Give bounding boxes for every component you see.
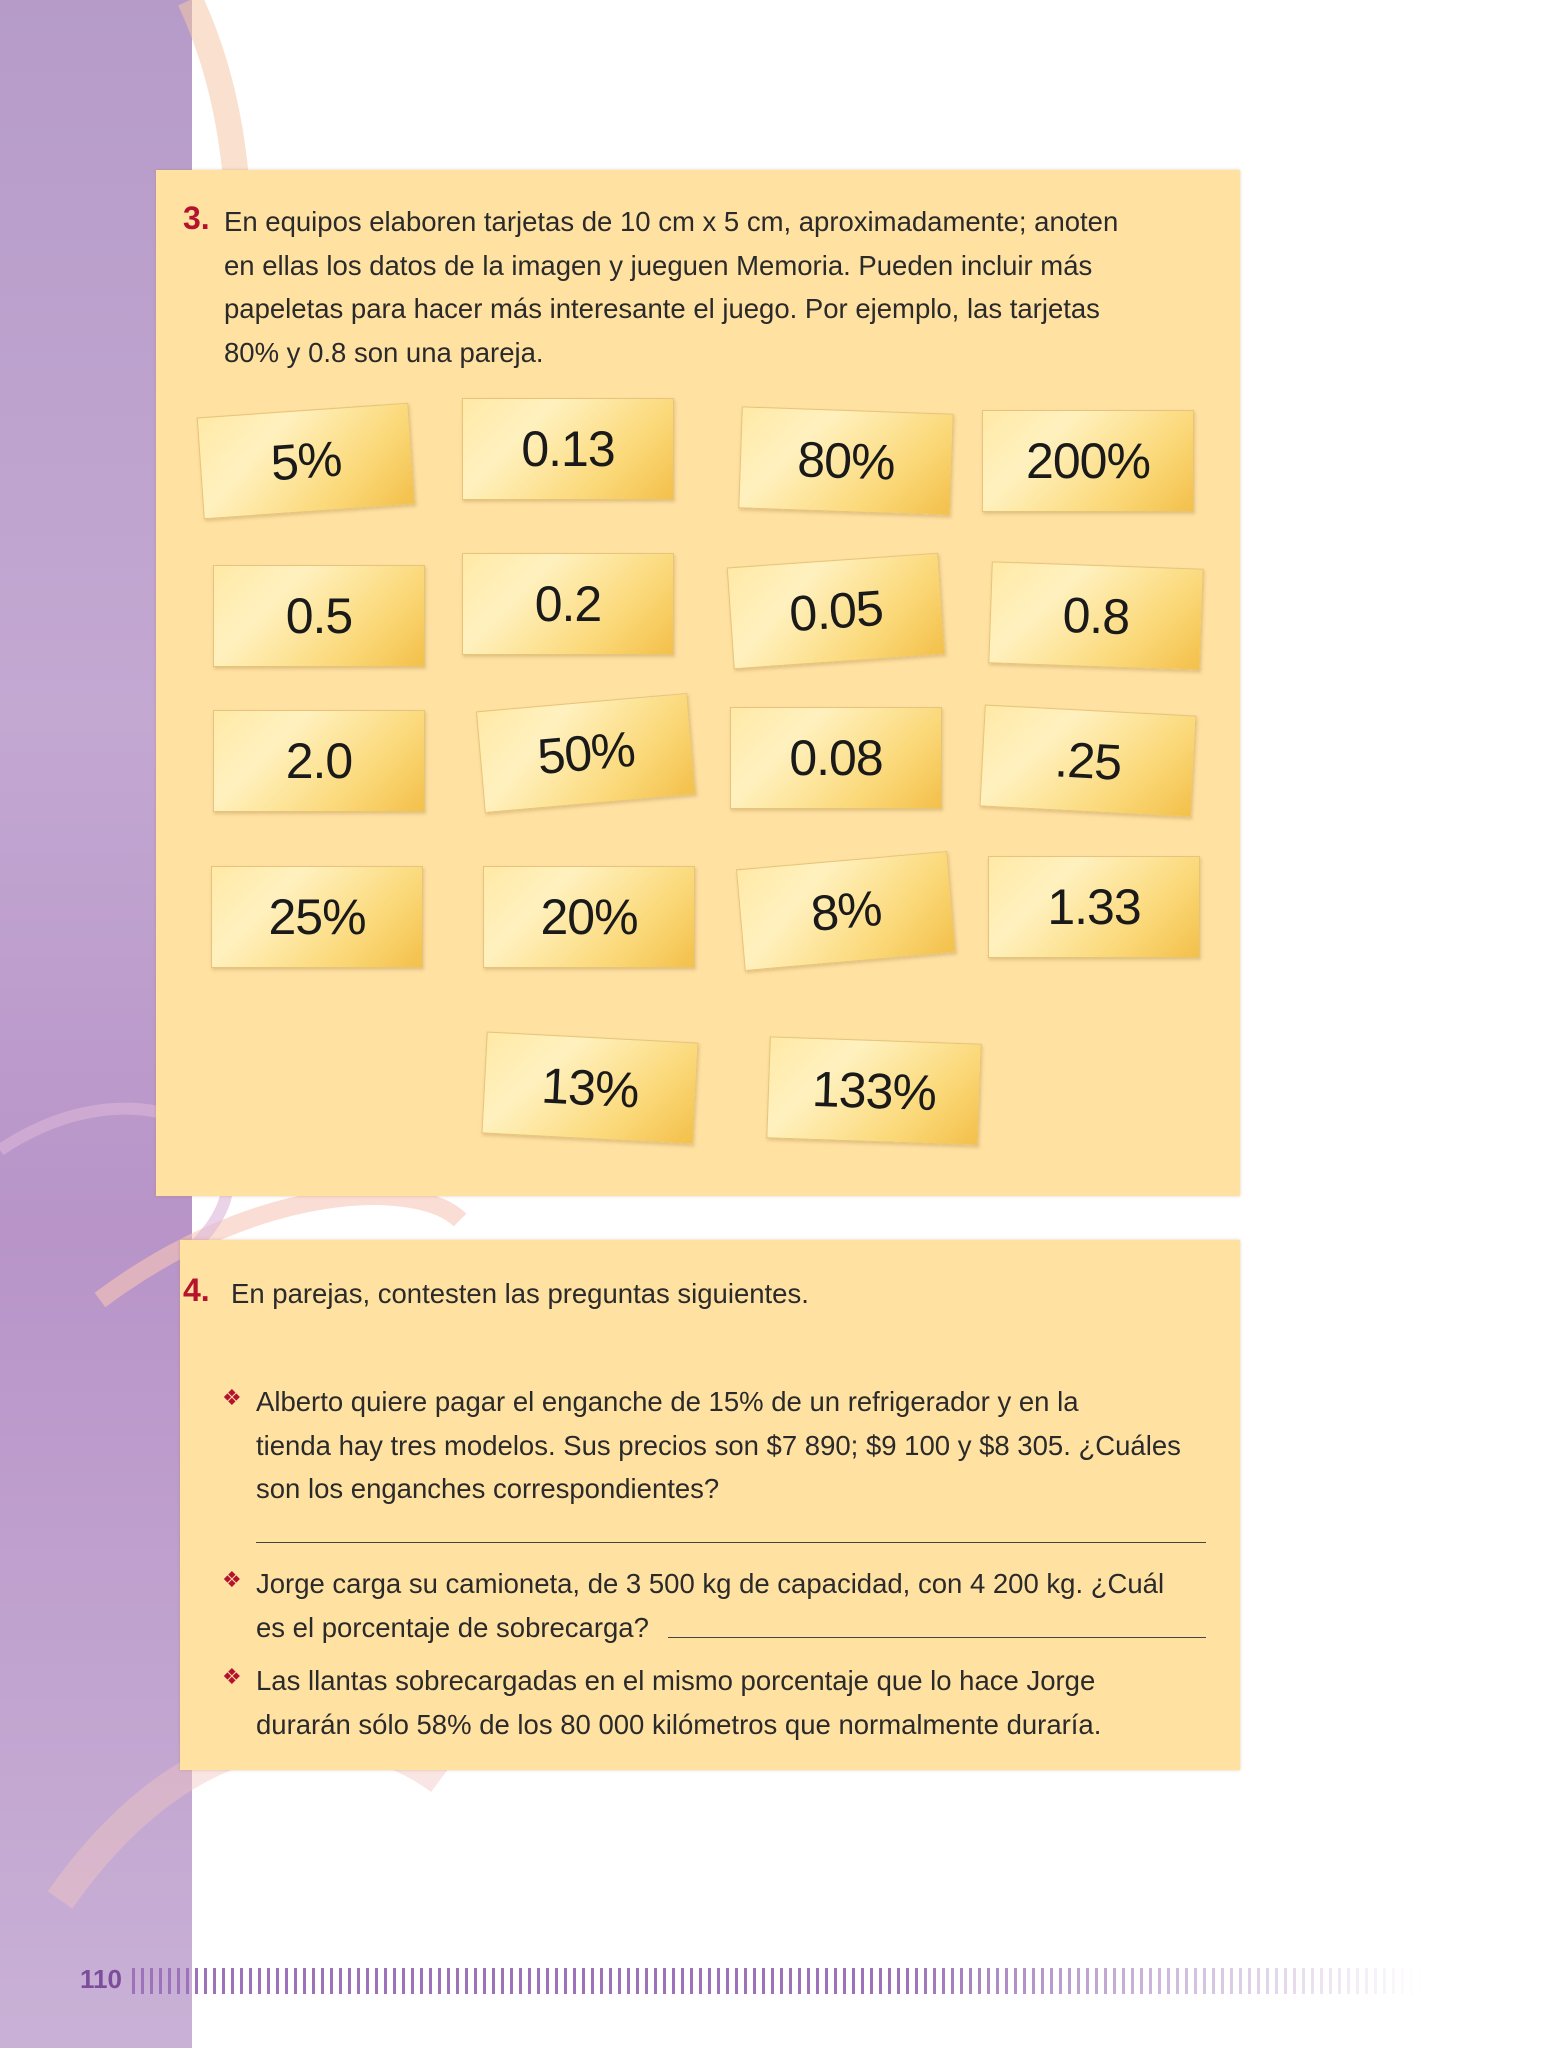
memory-card: 0.8 [988, 561, 1204, 671]
memory-card: 25% [211, 866, 423, 968]
instruction-line: papeletas para hacer más interesante el … [224, 293, 1100, 324]
page-number-ruler [132, 1968, 1422, 1994]
memory-card: 0.08 [730, 707, 942, 809]
question-3: Las llantas sobrecargadas en el mismo po… [256, 1659, 1216, 1746]
question-line: tienda hay tres modelos. Sus precios son… [256, 1429, 1181, 1461]
exercise-3-panel [156, 170, 1240, 1196]
memory-card: 20% [483, 866, 695, 968]
memory-card: 5% [196, 402, 416, 520]
answer-line-2[interactable] [668, 1637, 1206, 1638]
question-line: Las llantas sobrecargadas en el mismo po… [256, 1665, 1096, 1696]
memory-card: 0.5 [213, 565, 425, 667]
answer-line-1[interactable] [256, 1542, 1206, 1543]
memory-card: .25 [979, 704, 1197, 818]
exercise-3-instructions: En equipos elaboren tarjetas de 10 cm x … [224, 200, 1224, 374]
memory-card: 1.33 [988, 856, 1200, 958]
question-1: Alberto quiere pagar el enganche de 15% … [256, 1380, 1216, 1511]
bullet-icon: ❖ [222, 1385, 242, 1410]
question-line: Jorge carga su camioneta, de 3 500 kg de… [256, 1568, 1165, 1599]
memory-card: 200% [982, 410, 1194, 512]
memory-card: 133% [766, 1036, 982, 1146]
memory-card: 13% [481, 1031, 699, 1145]
question-line: Alberto quiere pagar el enganche de 15% … [256, 1386, 1079, 1417]
memory-card: 0.13 [462, 398, 674, 500]
instruction-line: en ellas los datos de la imagen y juegue… [224, 249, 1093, 281]
exercise-4-number: 4. [183, 1272, 210, 1308]
bullet-icon: ❖ [222, 1664, 242, 1689]
question-line: durarán sólo 58% de los 80 000 kilómetro… [256, 1708, 1102, 1740]
memory-card: 0.2 [462, 553, 674, 655]
page-number: 110 [80, 1964, 122, 1994]
memory-card: 8% [735, 850, 957, 972]
question-2: Jorge carga su camioneta, de 3 500 kg de… [256, 1562, 1216, 1649]
instruction-line: En equipos elaboren tarjetas de 10 cm x … [224, 206, 1119, 237]
memory-card: 2.0 [213, 710, 425, 812]
exercise-4-panel [180, 1240, 1240, 1770]
question-line: es el porcentaje de sobrecarga? [256, 1611, 649, 1643]
exercise-4-intro: En parejas, contesten las preguntas sigu… [231, 1278, 809, 1309]
memory-card: 50% [475, 692, 697, 814]
memory-card: 80% [738, 406, 954, 516]
bullet-icon: ❖ [222, 1567, 242, 1592]
instruction-line: 80% y 0.8 son una pareja. [224, 336, 544, 368]
exercise-3-number: 3. [183, 200, 210, 236]
question-line: son los enganches correspondientes? [256, 1473, 720, 1504]
memory-card: 0.05 [726, 552, 946, 670]
